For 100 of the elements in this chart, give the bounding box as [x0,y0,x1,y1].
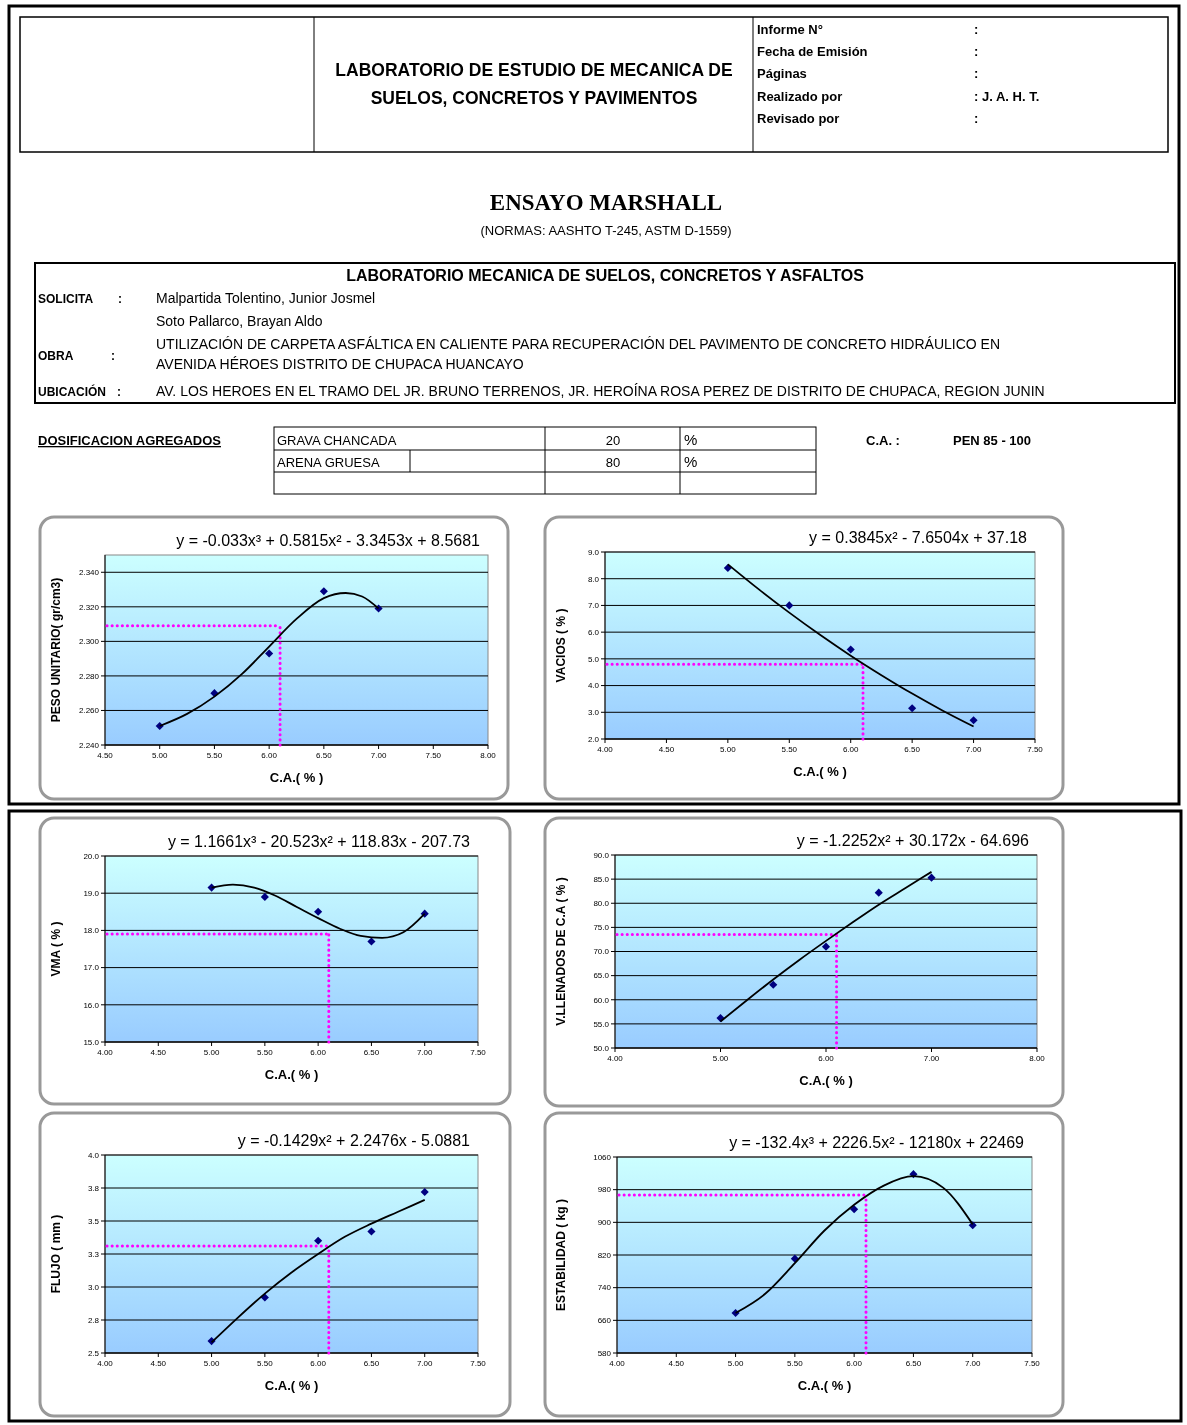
y-tick-label: 50.0 [593,1043,610,1053]
y-tick-label: 3.5 [87,1216,100,1226]
text: % [684,431,698,448]
y-tick-label: 18.0 [83,926,100,936]
y-tick-label: 19.0 [83,889,100,898]
text: AV. LOS HEROES EN EL TRAMO DEL JR. BRUNO TERRENOS, JR. HEROÍNA ROSA PEREZ DE DISTRITO DE CHUPACA, REGION JUNIN [156,383,1045,399]
text: : [974,111,979,126]
x-tick-label: 8.00 [480,751,497,760]
x-tick-label: 6.50 [904,745,921,754]
x-tick-label: 7.50 [1027,745,1044,754]
point [874,888,883,897]
point [846,645,855,654]
y-tick-label: 4.0 [87,1150,100,1160]
x-tick-label: 6.00 [818,1054,835,1063]
text: 80 [605,455,621,470]
y-axis-title: VACIOS ( % ) [554,608,568,683]
text: 20 [605,433,621,448]
x-tick-label: 4.50 [97,751,114,760]
y-tick-label: 65.0 [593,971,610,981]
text: OBRA [38,349,74,363]
text: : [974,22,979,37]
x-tick-label: 7.50 [470,1048,487,1057]
x-tick-label: 7.50 [425,751,442,760]
chart-title: y = -132.4x³ + 2226.5x² - 12180x + 22469 [729,1134,1025,1151]
point [769,980,778,989]
y-tick-label: 7.0 [587,601,600,611]
x-tick-label: 6.00 [846,1359,863,1368]
y-tick-label: 3.8 [87,1183,100,1193]
x-tick-label: 4.00 [97,1359,114,1368]
point [367,937,376,946]
y-tick-label: 2.320 [78,602,100,612]
x-axis-title: C.A.( % ) [799,1073,853,1088]
chart-title: y = 0.3845x² - 7.6504x + 37.18 [809,529,1028,546]
point [850,1205,859,1214]
y-tick-label: 820 [597,1250,612,1260]
y-tick-label: 9.0 [587,547,600,557]
x-tick-label: 5.00 [720,745,737,754]
text: LABORATORIO DE ESTUDIO DE MECANICA DE [335,60,733,80]
text: UBICACIÓN [38,384,106,399]
x-tick-label: 5.00 [727,1359,744,1368]
text: C.A. : [866,433,900,448]
y-tick-label: 3.0 [87,1282,100,1292]
text: : [117,385,121,399]
x-tick-label: 5.50 [206,751,223,760]
y-tick-label: 2.300 [78,637,100,647]
x-tick-label: 6.00 [842,745,860,754]
text: Malpartida Tolentino, Junior Josmel [156,290,376,306]
text: ENSAYO MARSHALL [489,190,723,215]
y-tick-label: 2.340 [78,568,100,578]
x-tick-label: 6.50 [363,1048,380,1057]
point [260,892,269,901]
y-axis-title: V.LLENADOS DE C.A ( % ) [554,877,568,1026]
text: LABORATORIO MECANICA DE SUELOS, CONCRETOS Y ASFALTOS [346,267,865,284]
point [319,587,328,596]
y-tick-label: 580 [597,1348,612,1358]
y-tick-label: 2.240 [78,740,100,750]
text: : [111,349,115,363]
y-tick-label: 55.0 [593,1019,610,1029]
x-tick-label: 5.50 [787,1359,804,1368]
text: Revisado por [757,111,840,126]
x-axis-title: C.A.( % ) [797,1378,852,1393]
text: Fecha de Emisión [757,44,868,59]
x-tick-label: 7.00 [370,751,387,760]
y-tick-label: 75.0 [593,923,610,933]
text: : [974,44,979,59]
y-tick-label: 70.0 [593,947,610,957]
point [969,716,978,725]
y-tick-label: 2.8 [87,1315,100,1325]
x-axis-title: C.A.( % ) [264,1378,319,1393]
y-tick-label: 2.5 [87,1348,100,1358]
y-tick-label: 85.0 [593,874,610,884]
point [420,1187,429,1197]
text: : J. A. H. T. [974,89,1040,104]
x-tick-label: 5.50 [781,745,798,754]
text: DOSIFICACION AGREGADOS [38,433,222,448]
y-tick-label: 660 [597,1316,612,1326]
text: : [118,292,122,306]
text: Soto Pallarco, Brayan Aldo [156,313,323,329]
point [821,942,831,951]
y-tick-label: 16.0 [83,1000,100,1010]
y-axis-title: VMA ( % ) [49,921,63,977]
x-tick-label: 4.00 [607,1054,624,1063]
y-tick-label: 980 [597,1185,612,1195]
x-tick-label: 6.50 [363,1359,380,1368]
text: (NORMAS: AASHTO T-245, ASTM D-1559) [480,223,732,238]
text: UTILIZACIÓN DE CARPETA ASFÁLTICA EN CALIENTE PARA RECUPERACIÓN DEL PAVIMENTO DE CONCRETO HIDRÁULICO EN [156,336,1001,352]
text: % [684,453,698,470]
chart-title: y = -0.1429x² + 2.2476x - 5.0881 [237,1132,471,1149]
x-tick-label: 7.00 [965,745,982,754]
x-tick-label: 5.00 [203,1359,220,1368]
y-axis-title: ESTABILIDAD ( kg ) [554,1199,568,1311]
text: ARENA GRUESA [277,455,380,470]
point [314,907,323,916]
x-tick-label: 7.00 [416,1048,434,1057]
x-tick-label: 6.00 [310,1048,327,1057]
y-tick-label: 3.3 [87,1249,100,1259]
x-tick-label: 6.50 [316,751,333,760]
y-tick-label: 3.0 [587,708,600,718]
y-axis-title: PESO UNITARIO( gr/cm3) [49,577,63,723]
x-tick-label: 5.00 [203,1048,220,1057]
